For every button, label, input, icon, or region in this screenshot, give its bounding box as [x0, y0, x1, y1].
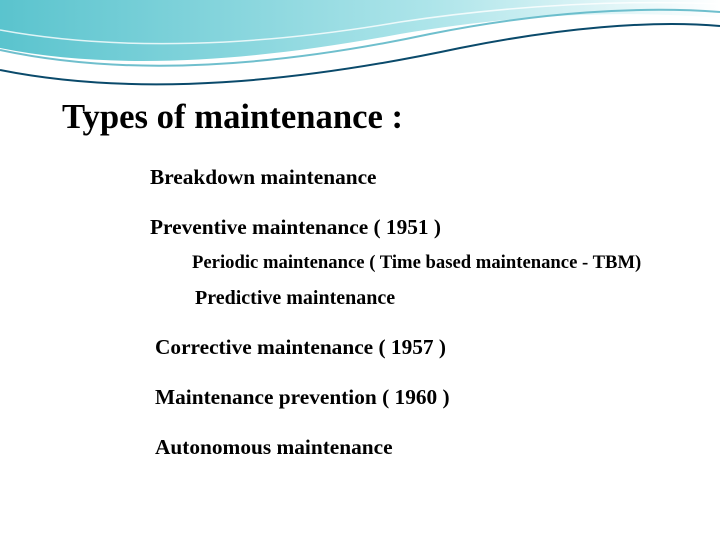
slide-title: Types of maintenance :	[62, 98, 403, 137]
body-line-6: Autonomous maintenance	[155, 435, 393, 460]
body-line-5: Maintenance prevention ( 1960 )	[155, 385, 450, 410]
body-line-2: Periodic maintenance ( Time based mainte…	[192, 252, 641, 274]
body-line-0: Breakdown maintenance	[150, 165, 377, 190]
slide-content: Types of maintenance : Breakdown mainten…	[0, 0, 720, 540]
body-line-4: Corrective maintenance ( 1957 )	[155, 335, 446, 360]
body-line-1: Preventive maintenance ( 1951 )	[150, 215, 441, 240]
body-line-3: Predictive maintenance	[195, 287, 395, 310]
